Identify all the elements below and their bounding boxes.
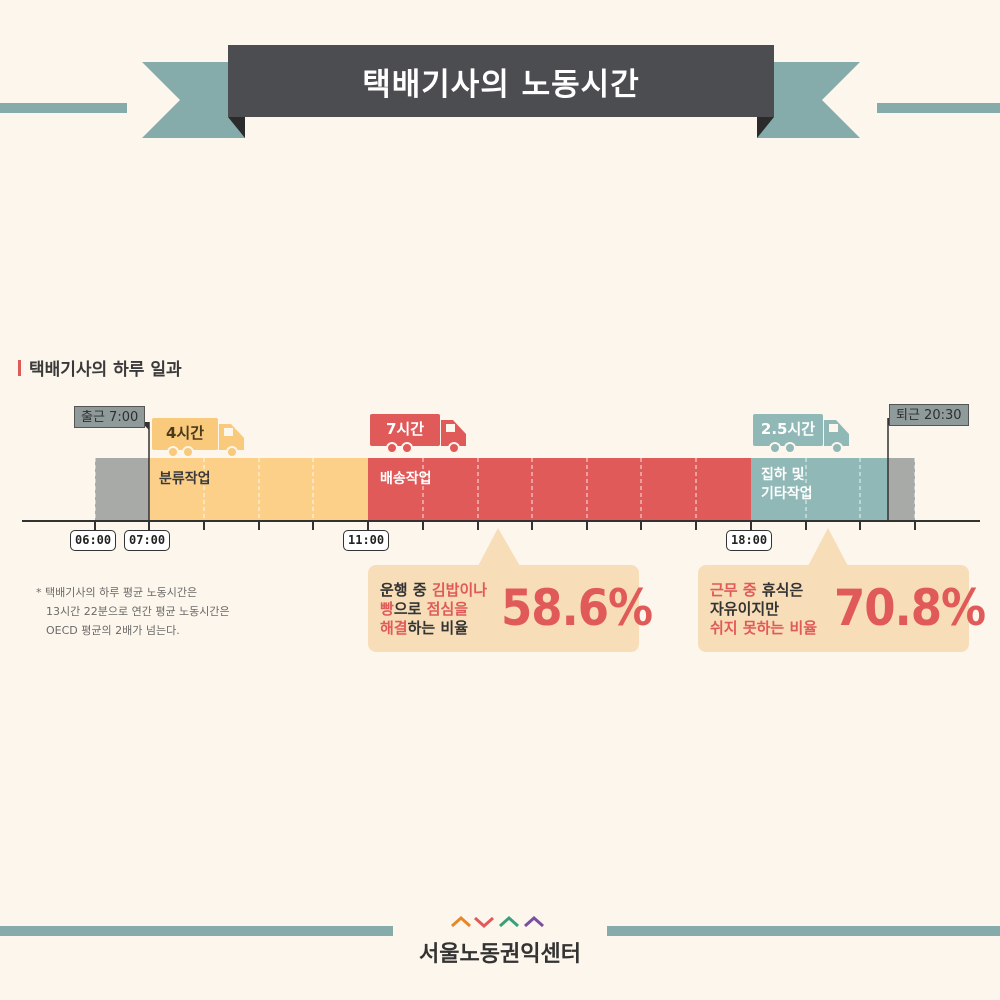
callout-rest-text: 근무 중 휴식은 자유이지만 쉬지 못하는 비율 xyxy=(710,581,817,638)
start-time-tag: 출근 7:00 xyxy=(74,406,146,428)
callout-text-part: 자유이지만 xyxy=(710,600,780,618)
truck-icon xyxy=(152,418,244,458)
time-tag-1100: 11:00 xyxy=(343,530,390,551)
footnote-line: OECD 평균의 2배가 넘는다. xyxy=(46,624,180,637)
segment-label-delivery: 배송작업 xyxy=(380,471,432,487)
segment-pre-shift xyxy=(95,458,149,521)
truck-icon xyxy=(370,414,466,454)
end-time-tag: 퇴근 20:30 xyxy=(889,404,969,426)
callout-text-highlight: 김밥이나 xyxy=(431,581,488,599)
section-marker xyxy=(18,359,21,376)
truck-icon xyxy=(753,414,849,454)
time-tag-0600: 06:00 xyxy=(70,530,117,551)
section-title: 택배기사의 하루 일과 xyxy=(18,355,182,380)
org-logo-text: 서울노동권익센터 xyxy=(419,942,581,967)
header-right-line xyxy=(877,103,1000,113)
callout-text-highlight: 근무 중 xyxy=(710,581,762,599)
footnote-line: * 택배기사의 하루 평균 노동시간은 xyxy=(36,586,198,599)
callout-text-part: 휴식은 xyxy=(761,581,804,599)
segment-label-pickup-1: 집하 및 xyxy=(761,467,805,483)
time-tag-0700: 07:00 xyxy=(124,530,171,551)
callout-text-highlight: 빵 xyxy=(380,600,394,618)
footnote: * 택배기사의 하루 평균 노동시간은 13시간 22분으로 연간 평균 노동시… xyxy=(36,583,230,640)
header-left-line xyxy=(0,103,127,113)
callout-text-highlight: 점심을 xyxy=(426,600,469,618)
segment-label-sorting: 분류작업 xyxy=(159,471,211,487)
truck-label-pickup: 2.5시간 xyxy=(760,420,816,438)
callout-text-part: 으로 xyxy=(393,600,427,618)
time-tag-1800: 18:00 xyxy=(726,530,773,551)
footer-left-line xyxy=(0,926,393,936)
callout-rest-value: 70.8% xyxy=(834,579,986,637)
segment-label-pickup-2: 기타작업 xyxy=(761,486,813,502)
callout-text-part: 운행 중 xyxy=(380,581,432,599)
section-title-text: 택배기사의 하루 일과 xyxy=(29,360,182,380)
footer-right-line xyxy=(607,926,1000,936)
segment-pickup xyxy=(751,458,888,521)
footnote-line: 13시간 22분으로 연간 평균 노동시간은 xyxy=(46,605,230,618)
callout-text-highlight: 해결 xyxy=(380,619,408,637)
callout-lunch: 운행 중 김밥이나 빵으로 점심을 해결하는 비율 58.6% xyxy=(368,565,653,652)
truck-label-delivery: 7시간 xyxy=(385,420,425,438)
callout-text-part: 하는 비율 xyxy=(407,619,469,637)
segment-post-shift xyxy=(888,458,915,521)
callout-lunch-text: 운행 중 김밥이나 빵으로 점심을 해결하는 비율 xyxy=(380,581,487,638)
page-title: 택배기사의 노동시간 xyxy=(228,45,774,117)
callout-lunch-value: 58.6% xyxy=(501,579,653,637)
segment-delivery xyxy=(368,458,751,521)
callout-rest: 근무 중 휴식은 자유이지만 쉬지 못하는 비율 70.8% xyxy=(698,565,986,652)
callout-text-highlight: 쉬지 못하는 비율 xyxy=(710,619,818,637)
truck-label-sorting: 4시간 xyxy=(165,424,205,442)
